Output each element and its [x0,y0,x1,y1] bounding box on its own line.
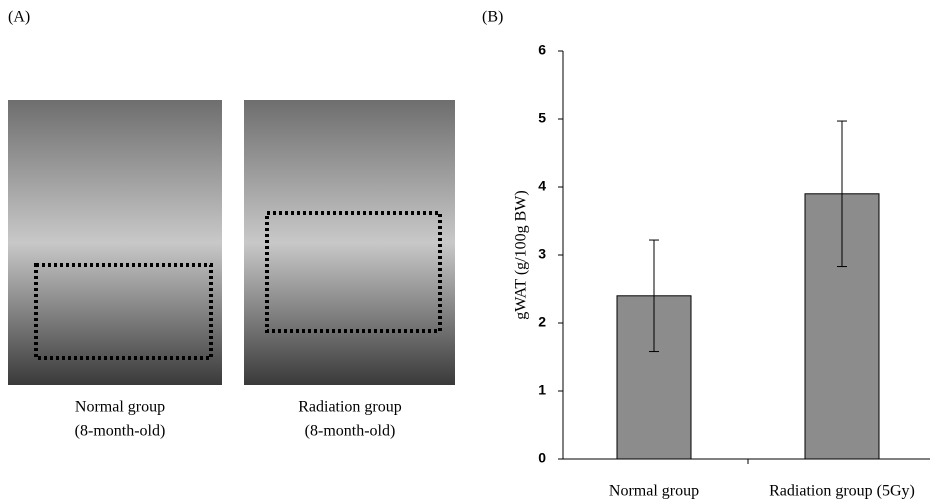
y-axis-label: gWAT (g/100g BW) [513,190,530,319]
photo [244,100,455,385]
y-tick-label: 5 [538,110,546,126]
x-tick-label: Normal group [609,483,699,500]
y-tick-label: 4 [538,178,546,194]
caption: (8-month-old) [305,423,396,440]
caption: (8-month-old) [75,423,166,440]
y-tick-label: 3 [538,246,546,262]
y-tick-label: 1 [538,382,546,398]
y-tick-label: 6 [538,42,546,58]
page: {"panel_a": {"label": "(A)", "captions":… [0,0,930,504]
panel-label: (B) [482,9,503,26]
x-tick-label: Radiation group (5Gy) [769,483,915,500]
y-tick-label: 2 [538,314,546,330]
caption: Normal group [75,399,165,416]
caption: Radiation group [298,399,402,416]
photo [8,100,222,385]
panel-label: (A) [8,9,30,26]
figure: (A) (B) Normal group (8-month-old) Radia… [0,0,930,504]
y-tick-label: 0 [538,450,546,466]
